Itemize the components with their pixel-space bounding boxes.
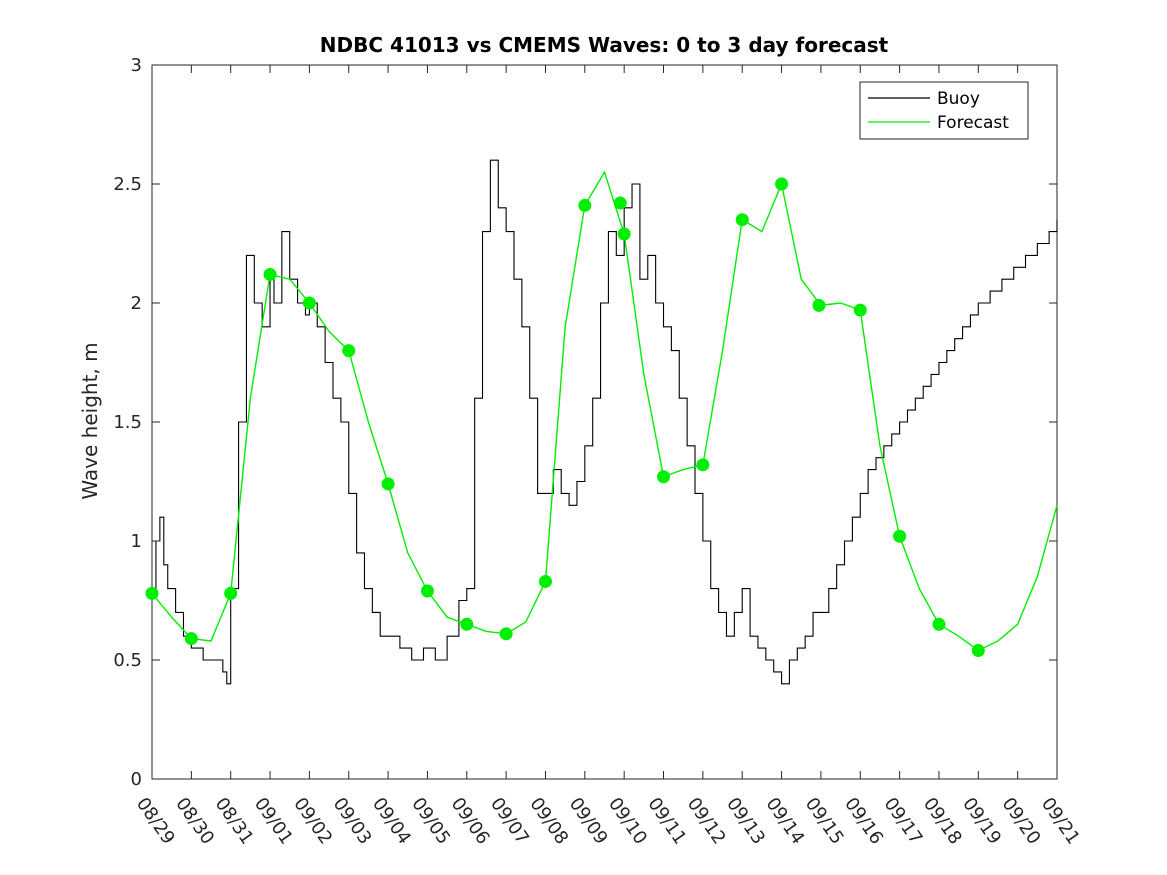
data-point-marker: [932, 617, 946, 631]
y-tick-label: 1: [131, 531, 142, 552]
y-tick-label: 0.5: [113, 650, 142, 671]
series-line-buoy: [152, 159, 1058, 685]
legend-label-buoy: Buoy: [937, 89, 980, 109]
legend: Buoy Forecast: [859, 81, 1029, 140]
data-point-marker: [499, 627, 513, 641]
data-point-marker: [224, 586, 238, 600]
data-point-marker: [853, 303, 867, 317]
data-point-marker: [696, 458, 710, 472]
buoy-series-layer: [152, 159, 1058, 685]
data-point-marker: [657, 470, 671, 484]
y-tick-label: 3: [131, 55, 142, 76]
data-point-marker: [617, 227, 631, 241]
data-point-marker: [613, 196, 627, 210]
chart-title: NDBC 41013 vs CMEMS Waves: 0 to 3 day fo…: [320, 33, 889, 57]
data-point-marker: [263, 267, 277, 281]
data-point-marker: [812, 298, 826, 312]
data-point-marker: [420, 584, 434, 598]
data-point-marker: [971, 643, 985, 657]
data-point-marker: [893, 529, 907, 543]
data-point-marker: [145, 586, 159, 600]
y-tick-label: 1.5: [113, 412, 142, 433]
data-point-marker: [775, 177, 789, 191]
data-point-marker: [538, 574, 552, 588]
data-point-marker: [735, 213, 749, 227]
marker-layer: [145, 177, 985, 657]
data-point-marker: [342, 344, 356, 358]
data-point-marker: [381, 477, 395, 491]
y-axis-label: Wave height, m: [78, 342, 102, 499]
y-tick-label: 2: [131, 293, 142, 314]
y-tick-label: 2.5: [113, 174, 142, 195]
data-point-marker: [578, 198, 592, 212]
data-point-marker: [184, 632, 198, 646]
plot-area: [145, 64, 1058, 780]
legend-box: [859, 81, 1029, 140]
data-point-marker: [460, 617, 474, 631]
y-tick-label: 0: [131, 769, 142, 790]
series-line-forecast: [151, 170, 1058, 652]
data-point-marker: [302, 296, 316, 310]
legend-label-forecast: Forecast: [937, 113, 1009, 133]
y-axis-ticks: 0 0.5 1 1.5 2 2.5 3: [113, 55, 1057, 790]
forecast-series-layer: [151, 170, 1058, 652]
